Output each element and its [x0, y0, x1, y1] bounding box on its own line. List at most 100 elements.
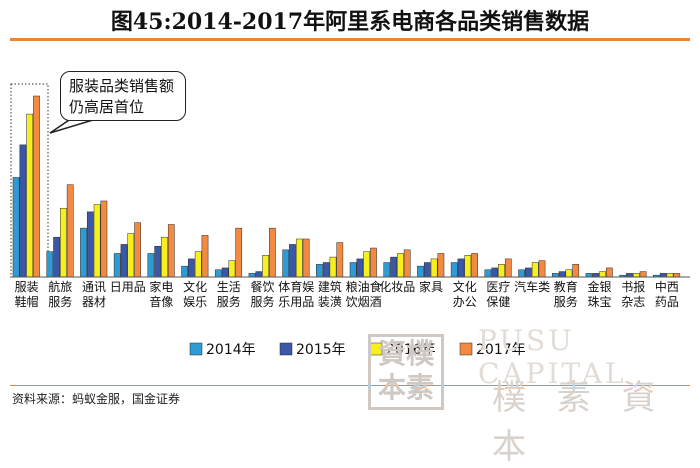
bar-7-0 [248, 273, 256, 278]
x-tick-line: 饮烟酒 [346, 295, 382, 309]
x-tick-line: 服装 [15, 280, 39, 294]
bar-3-0 [113, 253, 121, 278]
bar-9-3 [336, 242, 344, 278]
bar-2-1 [86, 211, 94, 278]
bar-8-3 [302, 238, 310, 278]
bar-13-3 [471, 253, 478, 278]
bar-14-1 [491, 267, 499, 278]
x-tick-line: 珠宝 [587, 295, 611, 309]
bar-12-1 [423, 262, 431, 278]
x-tick-line: 粮油食 [346, 279, 382, 294]
x-tick-line: 装潢 [318, 295, 342, 309]
legend-label-3: 2017年 [476, 342, 526, 358]
x-tick-label-6: 生活服务 [217, 280, 241, 309]
x-tick-label-11: 化妆品 [379, 280, 415, 294]
x-tick-label-19: 中西药品 [655, 279, 679, 309]
x-tick-line: 服务 [250, 294, 274, 309]
x-tick-line: 金银 [587, 279, 611, 294]
x-tick-label-14: 医疗保健 [486, 280, 510, 309]
bar-6-3 [235, 227, 243, 278]
bar-2-0 [80, 227, 87, 278]
bar-0-1 [19, 144, 27, 278]
legend-swatch-0 [189, 342, 203, 356]
callout-line-2: 仍高居首位 [69, 98, 145, 116]
x-tick-line: 保健 [486, 295, 510, 309]
x-tick-line: 体育娱 [278, 279, 314, 294]
bar-10-2 [363, 251, 371, 278]
footer-rule [10, 385, 690, 386]
bar-19-2 [666, 273, 674, 278]
x-tick-line: 家电 [149, 279, 173, 294]
x-tick-line: 医疗 [486, 280, 510, 294]
x-tick-line: 通讯 [82, 280, 106, 294]
x-tick-label-7: 餐饮服务 [250, 279, 274, 309]
bar-9-0 [316, 264, 323, 278]
x-tick-line: 服务 [554, 294, 578, 309]
x-tick-line: 器材 [82, 295, 106, 309]
bar-1-0 [46, 251, 54, 278]
x-tick-line: 教育 [554, 279, 578, 294]
bar-0-2 [26, 113, 34, 278]
x-tick-line: 书报 [621, 279, 645, 294]
seal-line-2: 本素 [377, 371, 434, 404]
bar-0-0 [12, 177, 20, 278]
legend-swatch-3 [459, 342, 473, 356]
x-tick-label-8: 体育娱乐用品 [278, 279, 314, 309]
source-note: 资料来源：蚂蚁金服，国金证券 [12, 392, 181, 406]
bar-11-2 [397, 253, 404, 278]
bar-6-2 [228, 260, 236, 278]
x-tick-line: 建筑 [318, 279, 342, 294]
bar-11-3 [403, 249, 411, 278]
x-tick-label-9: 建筑装潢 [318, 279, 342, 309]
bar-8-2 [295, 238, 303, 278]
bar-17-0 [585, 273, 593, 278]
bar-0-3 [33, 95, 40, 278]
watermark-seal: 資樸 本素 [368, 334, 444, 410]
x-tick-line: 中西 [655, 279, 679, 294]
bar-5-0 [181, 265, 188, 278]
bar-14-0 [484, 269, 492, 278]
bar-11-1 [390, 256, 397, 278]
bar-15-1 [525, 267, 532, 278]
bar-18-3 [639, 271, 647, 278]
bar-4-3 [167, 224, 175, 278]
x-tick-label-16: 教育服务 [554, 279, 578, 309]
bar-18-1 [626, 273, 633, 278]
x-tick-line: 杂志 [621, 295, 645, 309]
x-tick-line: 生活 [217, 280, 241, 294]
bar-7-2 [262, 255, 269, 278]
bar-17-1 [592, 273, 600, 278]
x-tick-line: 汽车类 [514, 279, 550, 294]
bar-4-1 [154, 245, 162, 278]
x-tick-label-18: 书报杂志 [621, 279, 645, 309]
x-tick-line: 日用品 [110, 280, 146, 294]
bar-14-2 [498, 264, 505, 278]
x-tick-label-17: 金银珠宝 [587, 279, 611, 309]
bar-14-3 [504, 258, 512, 278]
legend-swatch-1 [279, 342, 293, 356]
x-tick-label-5: 文化娱乐 [183, 279, 207, 309]
bar-15-3 [538, 260, 546, 278]
x-tick-label-3: 日用品 [110, 280, 146, 294]
x-tick-label-0: 服装鞋帽 [15, 280, 39, 309]
bar-10-1 [356, 258, 364, 278]
bar-1-2 [60, 207, 67, 278]
bar-3-3 [134, 222, 141, 278]
bar-4-0 [147, 253, 155, 278]
x-tick-line: 航旅 [48, 279, 72, 294]
bar-2-2 [93, 204, 101, 278]
bar-18-2 [632, 273, 640, 278]
bar-13-1 [457, 258, 465, 278]
x-tick-line: 办公 [453, 294, 477, 309]
title-rule [10, 38, 690, 41]
bar-12-2 [430, 258, 438, 278]
bar-5-1 [188, 258, 195, 278]
bar-7-3 [269, 227, 276, 278]
watermark-english: PUSU CAPITAL [478, 324, 627, 390]
bar-17-3 [606, 267, 613, 278]
bar-5-3 [201, 235, 209, 278]
bar-13-0 [450, 262, 458, 278]
x-tick-line: 服务 [217, 294, 241, 309]
bar-3-2 [127, 233, 135, 278]
